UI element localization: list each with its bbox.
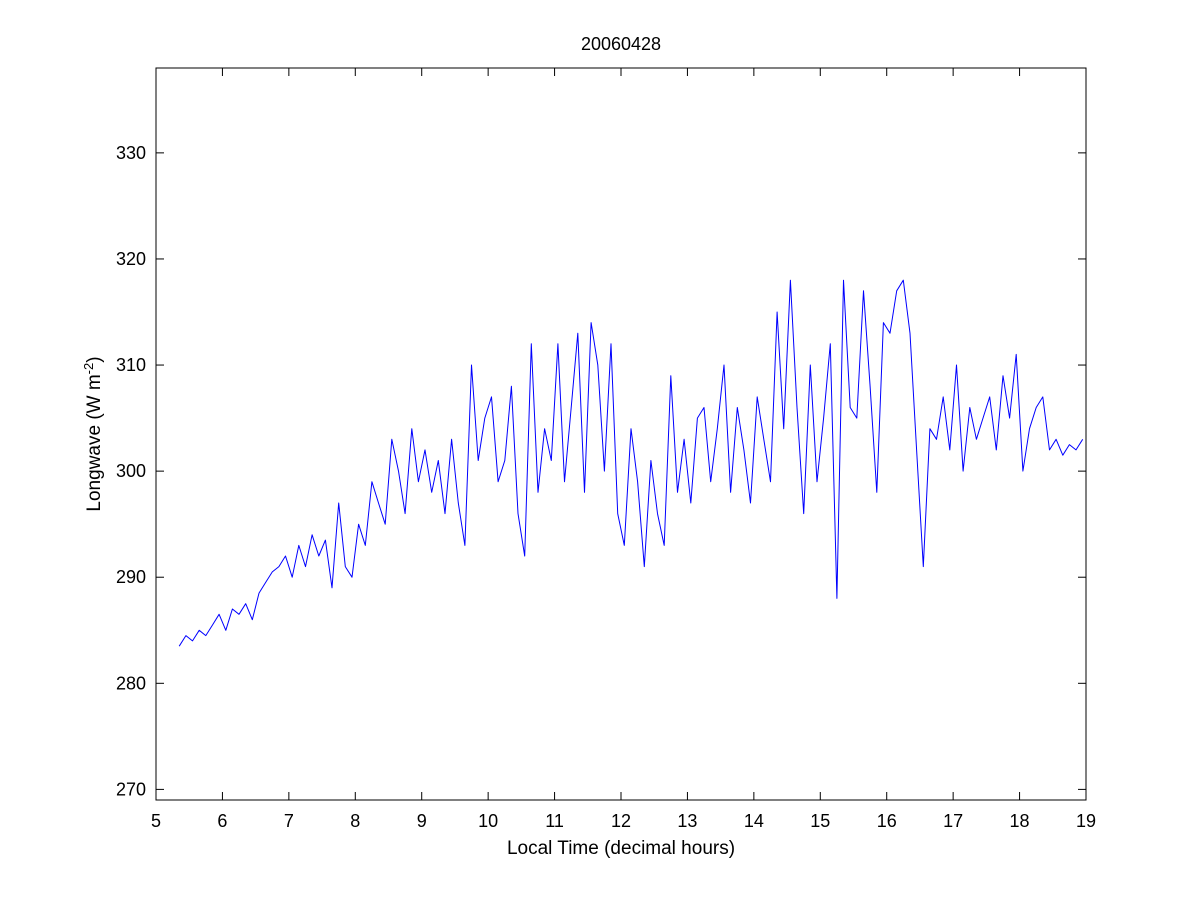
series-line [178,279,1084,647]
y-axis-label-close: ) [84,356,105,362]
x-tick-label: 11 [545,811,564,831]
y-axis-label-main: Longwave (W m [84,374,105,511]
y-tick-label: 270 [116,779,146,799]
y-axis-label: Longwave (W m-2) [81,356,105,511]
y-tick-label: 310 [116,355,146,375]
x-axis-ticks: 5 6 7 8 9 10 11 12 13 14 15 16 17 18 19 [151,68,1096,831]
x-tick-label: 17 [943,811,963,831]
y-tick-label: 300 [116,461,146,481]
y-tick-label: 320 [116,249,146,269]
x-tick-label: 7 [284,811,294,831]
x-tick-label: 9 [417,811,427,831]
x-tick-label: 16 [877,811,897,831]
x-tick-label: 12 [611,811,631,831]
x-tick-label: 5 [151,811,161,831]
y-tick-label: 290 [116,567,146,587]
x-tick-label: 18 [1010,811,1030,831]
chart-title: 20060428 [581,34,661,54]
y-axis-label-superscript: -2 [81,363,96,375]
y-axis-ticks: 270 280 290 300 310 320 330 [116,143,1086,799]
x-tick-label: 14 [744,811,764,831]
x-tick-label: 8 [350,811,360,831]
x-axis-label: Local Time (decimal hours) [507,838,735,859]
x-tick-label: 13 [677,811,697,831]
x-tick-label: 19 [1076,811,1096,831]
x-tick-label: 10 [478,811,498,831]
y-tick-label: 280 [116,673,146,693]
plot-area [155,67,1087,801]
y-tick-label: 330 [116,143,146,163]
x-tick-label: 15 [810,811,830,831]
x-tick-label: 6 [217,811,227,831]
series-layer [178,279,1084,647]
